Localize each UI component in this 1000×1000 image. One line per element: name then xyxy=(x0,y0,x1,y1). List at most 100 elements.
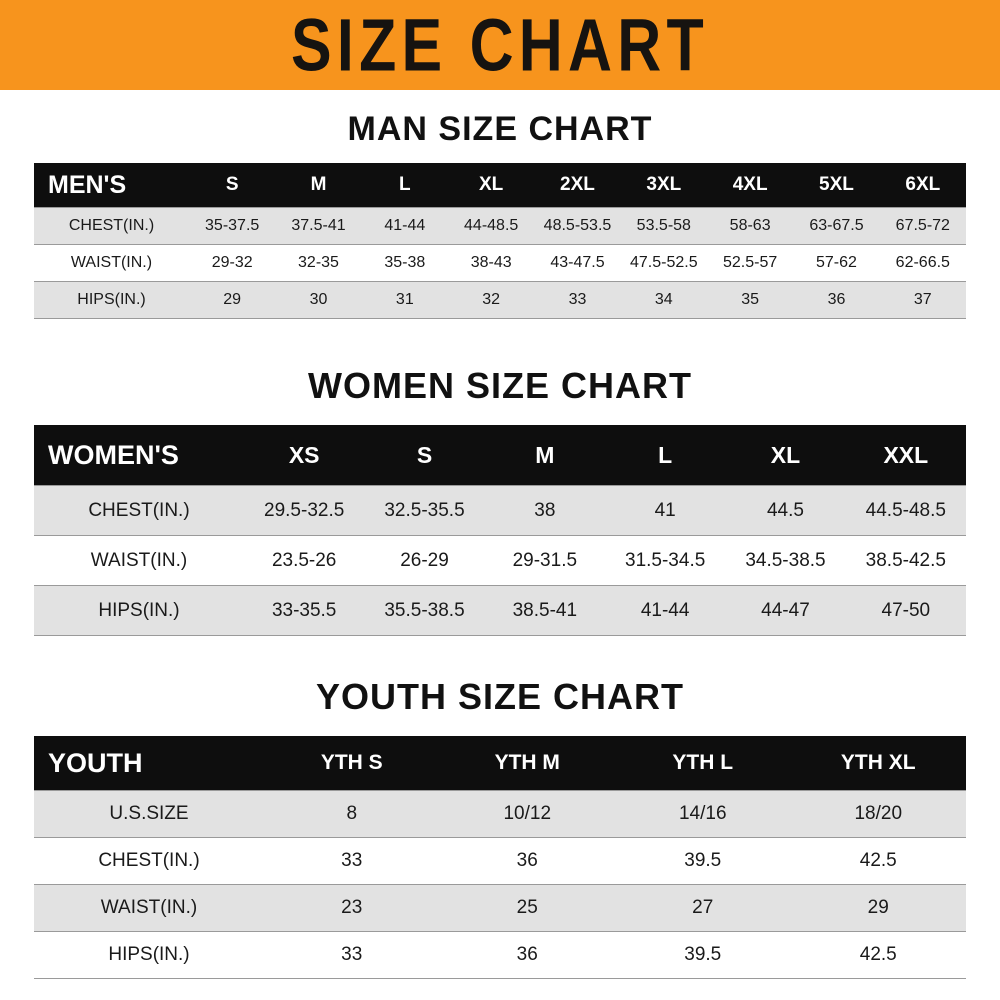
cell-value: 29 xyxy=(189,281,276,319)
women-size-table: WOMEN'S XS S M L XL XXL CHEST(IN.) 29.5-32.5 32.5… xyxy=(34,425,966,636)
youth-size-table: YOUTH YTH S YTH M YTH L YTH XL U.S.SIZE 8 10/12… xyxy=(34,736,966,979)
cell-value: 14/16 xyxy=(615,790,791,838)
cell-value: 42.5 xyxy=(790,837,966,885)
cell-value: 38 xyxy=(484,485,605,536)
cell-value: 35 xyxy=(706,281,794,319)
cell-value: 34 xyxy=(620,281,707,319)
table-row: U.S.SIZE 8 10/12 14/16 18/20 xyxy=(34,790,966,838)
size-column-header: XL xyxy=(447,163,535,208)
cell-value: 44-48.5 xyxy=(447,207,535,245)
row-label: CHEST(IN.) xyxy=(34,485,244,536)
size-column-header: 6XL xyxy=(879,163,966,208)
table-row: HIPS(IN.) 33-35.5 35.5-38.5 38.5-41 41-44 44-… xyxy=(34,585,966,636)
cell-value: 30 xyxy=(275,281,362,319)
cell-value: 25 xyxy=(439,884,615,932)
size-column-header: XS xyxy=(244,425,365,486)
cell-value: 36 xyxy=(439,931,615,979)
size-column-header: S xyxy=(189,163,276,208)
cell-value: 32 xyxy=(447,281,535,319)
cell-value: 31.5-34.5 xyxy=(604,535,726,586)
cell-value: 41-44 xyxy=(604,585,726,636)
cell-value: 38.5-42.5 xyxy=(845,535,966,586)
cell-value: 33 xyxy=(264,837,440,885)
cell-value: 27 xyxy=(615,884,791,932)
table-header-row: WOMEN'S XS S M L XL XXL xyxy=(34,425,966,486)
cell-value: 33-35.5 xyxy=(244,585,365,636)
cell-value: 33 xyxy=(534,281,621,319)
cell-value: 31 xyxy=(361,281,448,319)
cell-value: 47-50 xyxy=(845,585,966,636)
table-row: HIPS(IN.) 29 30 31 32 33 34 35 36 37 xyxy=(34,281,966,319)
size-column-header: YTH XL xyxy=(790,736,966,791)
cell-value: 38.5-41 xyxy=(484,585,605,636)
footer-note-line-1: Please refer to our size chart before or… xyxy=(10,995,1000,1000)
size-column-header: XL xyxy=(725,425,846,486)
banner: SIZE CHART xyxy=(0,0,1000,90)
cell-value: 42.5 xyxy=(790,931,966,979)
row-label: U.S.SIZE xyxy=(34,790,264,838)
table-corner-header: MEN'S xyxy=(34,163,189,208)
cell-value: 34.5-38.5 xyxy=(725,535,846,586)
cell-value: 10/12 xyxy=(439,790,615,838)
size-column-header: L xyxy=(361,163,448,208)
size-column-header: M xyxy=(484,425,605,486)
cell-value: 58-63 xyxy=(706,207,794,245)
table-corner-header: WOMEN'S xyxy=(34,425,244,486)
size-column-header: YTH S xyxy=(264,736,440,791)
size-column-header: L xyxy=(604,425,726,486)
cell-value: 44.5-48.5 xyxy=(845,485,966,536)
cell-value: 39.5 xyxy=(615,837,791,885)
table-row: CHEST(IN.) 29.5-32.5 32.5-35.5 38 41 44.5 44.5… xyxy=(34,485,966,536)
cell-value: 67.5-72 xyxy=(879,207,966,245)
size-column-header: S xyxy=(364,425,485,486)
table-row: CHEST(IN.) 33 36 39.5 42.5 xyxy=(34,837,966,885)
footer-note: Please refer to our size chart before or… xyxy=(0,995,1000,1000)
size-column-header: M xyxy=(275,163,362,208)
cell-value: 35-38 xyxy=(361,244,448,282)
cell-value: 35-37.5 xyxy=(189,207,276,245)
cell-value: 37 xyxy=(879,281,966,319)
cell-value: 18/20 xyxy=(790,790,966,838)
cell-value: 48.5-53.5 xyxy=(534,207,621,245)
size-column-header: YTH L xyxy=(615,736,791,791)
cell-value: 29 xyxy=(790,884,966,932)
cell-value: 41 xyxy=(604,485,726,536)
size-column-header: 3XL xyxy=(620,163,707,208)
size-column-header: YTH M xyxy=(439,736,615,791)
cell-value: 63-67.5 xyxy=(793,207,880,245)
cell-value: 44.5 xyxy=(725,485,846,536)
cell-value: 33 xyxy=(264,931,440,979)
table-row: WAIST(IN.) 29-32 32-35 35-38 38-43 43-47.5 47.… xyxy=(34,244,966,282)
table-row: WAIST(IN.) 23.5-26 26-29 29-31.5 31.5-34.5 34… xyxy=(34,535,966,586)
cell-value: 35.5-38.5 xyxy=(364,585,485,636)
table-row: CHEST(IN.) 35-37.5 37.5-41 41-44 44-48.5 48.5… xyxy=(34,207,966,245)
size-column-header: 4XL xyxy=(706,163,794,208)
row-label: HIPS(IN.) xyxy=(34,931,264,979)
row-label: WAIST(IN.) xyxy=(34,535,244,586)
row-label: CHEST(IN.) xyxy=(34,207,189,245)
size-column-header: 2XL xyxy=(534,163,621,208)
cell-value: 29-32 xyxy=(189,244,276,282)
cell-value: 36 xyxy=(793,281,880,319)
cell-value: 39.5 xyxy=(615,931,791,979)
cell-value: 47.5-52.5 xyxy=(620,244,707,282)
cell-value: 29-31.5 xyxy=(484,535,605,586)
men-size-table: MEN'S S M L XL 2XL 3XL 4XL 5XL 6XL CHEST(IN.) 35-37… xyxy=(34,163,966,319)
table-row: WAIST(IN.) 23 25 27 29 xyxy=(34,884,966,932)
cell-value: 8 xyxy=(264,790,440,838)
table-row: HIPS(IN.) 33 36 39.5 42.5 xyxy=(34,931,966,979)
size-column-header: XXL xyxy=(845,425,966,486)
cell-value: 38-43 xyxy=(447,244,535,282)
row-label: WAIST(IN.) xyxy=(34,884,264,932)
table-corner-header: YOUTH xyxy=(34,736,264,791)
cell-value: 52.5-57 xyxy=(706,244,794,282)
men-size-chart-heading: MAN SIZE CHART xyxy=(347,110,653,148)
page-title: SIZE CHART xyxy=(291,3,709,87)
cell-value: 23.5-26 xyxy=(244,535,365,586)
table-header-row: MEN'S S M L XL 2XL 3XL 4XL 5XL 6XL xyxy=(34,163,966,208)
table-header-row: YOUTH YTH S YTH M YTH L YTH XL xyxy=(34,736,966,791)
cell-value: 57-62 xyxy=(793,244,880,282)
cell-value: 41-44 xyxy=(361,207,448,245)
row-label: CHEST(IN.) xyxy=(34,837,264,885)
